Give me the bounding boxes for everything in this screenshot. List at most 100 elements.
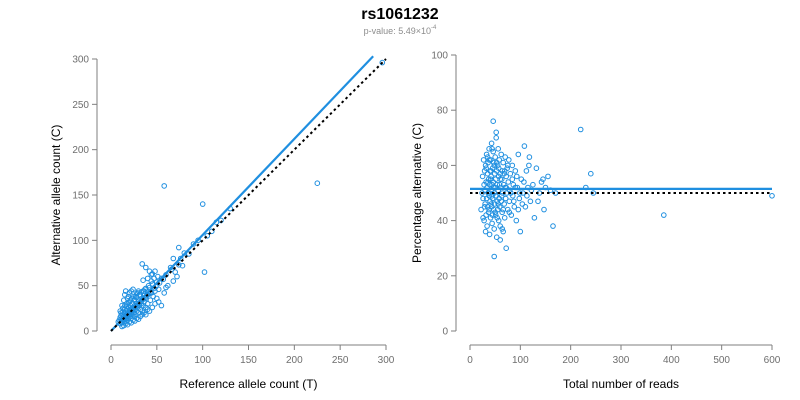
data-point xyxy=(488,140,495,147)
data-point xyxy=(514,173,520,180)
data-point xyxy=(172,269,178,275)
data-point xyxy=(490,148,497,155)
data-point xyxy=(489,146,495,152)
p-value-text: p-value: 5.49×10 xyxy=(363,26,431,36)
data-point xyxy=(527,198,534,205)
data-point xyxy=(176,262,182,268)
data-point xyxy=(144,301,151,307)
data-point xyxy=(170,255,177,262)
data-point xyxy=(489,195,496,202)
y-tick-label: 0 xyxy=(442,327,448,338)
data-point xyxy=(505,162,511,169)
data-point xyxy=(491,253,498,260)
data-point xyxy=(524,193,530,199)
x-tick-label: 100 xyxy=(512,355,529,366)
x-tick-label: 150 xyxy=(240,355,257,366)
data-point xyxy=(481,168,488,174)
data-point xyxy=(190,241,197,247)
y-tick-label: 60 xyxy=(437,161,449,172)
data-point xyxy=(161,290,167,296)
fit-line xyxy=(110,55,374,332)
data-point xyxy=(179,262,186,269)
data-point xyxy=(478,206,484,213)
data-point xyxy=(485,179,491,185)
data-point xyxy=(495,146,502,152)
data-point xyxy=(499,209,506,216)
x-tick-label: 500 xyxy=(713,355,730,366)
data-point xyxy=(518,176,525,182)
data-point xyxy=(491,226,498,232)
data-point xyxy=(495,165,502,171)
data-point xyxy=(503,173,510,180)
data-point xyxy=(521,179,527,185)
data-point xyxy=(492,193,499,199)
y-tick-label: 200 xyxy=(72,145,89,156)
data-point xyxy=(492,212,499,218)
data-point xyxy=(538,179,545,185)
data-point xyxy=(489,212,496,218)
data-point xyxy=(503,245,510,251)
data-point xyxy=(480,195,486,202)
data-point xyxy=(491,162,498,169)
data-point xyxy=(500,228,507,235)
data-point xyxy=(512,168,519,174)
data-point xyxy=(494,215,501,221)
chart-panel-2: 0 100 200 300 400 500 600 0 20 40 60 80 100 Total num… xyxy=(410,51,781,392)
data-point xyxy=(479,173,486,180)
data-point xyxy=(505,179,512,185)
data-point xyxy=(494,162,501,169)
data-point xyxy=(492,154,499,160)
reference-line xyxy=(110,58,387,332)
data-point xyxy=(526,162,532,169)
data-point xyxy=(506,198,513,205)
data-point xyxy=(496,204,503,210)
data-point xyxy=(140,277,146,284)
x-tick-label: 400 xyxy=(663,355,680,366)
data-point xyxy=(155,299,162,305)
data-point xyxy=(209,228,215,235)
data-point xyxy=(490,159,497,166)
data-point xyxy=(144,275,151,282)
data-point xyxy=(500,159,507,166)
chart-title: rs1061232 xyxy=(361,6,439,23)
data-point xyxy=(138,289,145,295)
data-point xyxy=(170,278,177,284)
data-point xyxy=(513,217,520,224)
data-point xyxy=(486,146,492,152)
data-point xyxy=(149,304,156,311)
data-point xyxy=(486,193,492,199)
data-point xyxy=(498,151,505,158)
x-tick-label: 300 xyxy=(613,355,630,366)
data-point xyxy=(486,181,493,188)
data-point xyxy=(488,173,494,180)
data-point xyxy=(495,217,502,224)
data-point xyxy=(161,183,167,189)
data-point xyxy=(506,157,512,163)
data-point xyxy=(515,206,522,213)
data-point xyxy=(493,234,500,240)
data-point xyxy=(502,195,509,202)
y-tick-label: 100 xyxy=(431,51,448,62)
data-point xyxy=(481,204,488,210)
x-tick-label: 600 xyxy=(764,355,781,366)
data-point xyxy=(481,217,487,224)
y-tick-label: 100 xyxy=(72,236,89,247)
data-point xyxy=(486,157,492,163)
data-point xyxy=(493,129,500,136)
data-point xyxy=(496,181,503,188)
data-point xyxy=(163,284,169,291)
data-point xyxy=(545,173,551,180)
data-point xyxy=(143,311,149,318)
data-point xyxy=(511,204,518,210)
p-value-exponent: -4 xyxy=(430,25,437,31)
data-point xyxy=(485,209,492,216)
data-point xyxy=(497,237,504,243)
data-point xyxy=(484,204,491,210)
data-point xyxy=(530,181,536,188)
data-point xyxy=(509,162,516,169)
data-point xyxy=(577,126,584,133)
data-point xyxy=(497,176,504,182)
data-point xyxy=(483,151,490,158)
